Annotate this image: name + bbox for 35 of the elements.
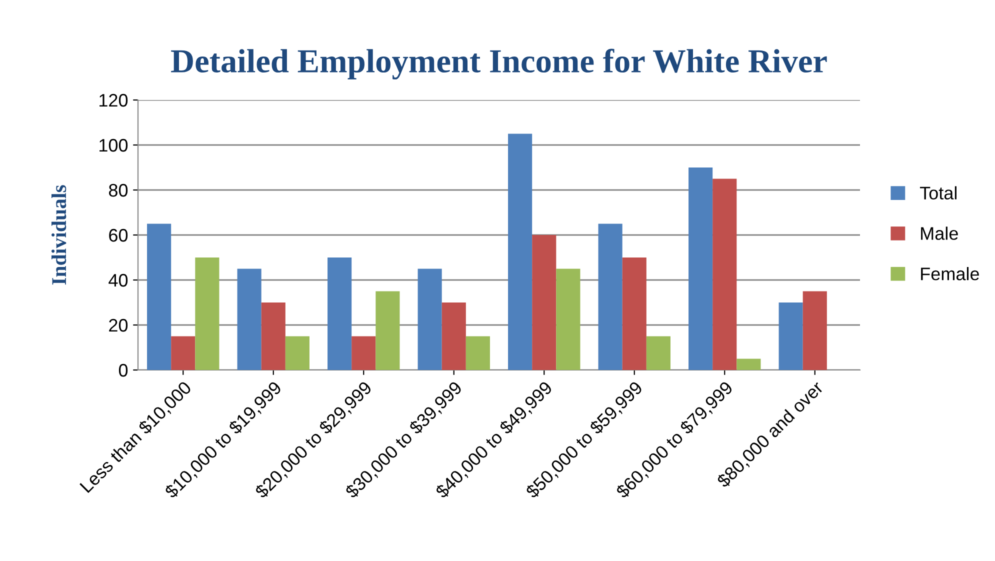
y-axis-title: Individuals xyxy=(51,185,66,285)
bar xyxy=(376,291,400,370)
bar xyxy=(285,336,310,370)
y-tick-label: 60 xyxy=(109,228,128,242)
bar xyxy=(352,336,376,370)
bar xyxy=(802,291,827,370)
y-tick-label: 100 xyxy=(100,138,128,152)
bar xyxy=(195,258,220,370)
bar xyxy=(532,235,556,370)
bar xyxy=(688,168,713,370)
bar xyxy=(171,336,196,370)
bar xyxy=(442,302,466,370)
bar xyxy=(237,268,262,370)
y-tick-label: 80 xyxy=(108,184,128,197)
legend-label: Total xyxy=(920,186,957,200)
bar xyxy=(736,358,761,370)
chart-title: Detailed Employment Income for White River xyxy=(171,48,827,80)
bar xyxy=(508,134,532,370)
legend-label: Female xyxy=(921,267,979,280)
y-tick-label: 20 xyxy=(109,318,128,332)
bar xyxy=(328,258,352,370)
bar xyxy=(147,224,172,370)
bar xyxy=(556,268,580,370)
bar xyxy=(712,178,737,370)
bar xyxy=(598,224,622,370)
bar xyxy=(622,258,646,370)
y-tick-label: 120 xyxy=(100,94,128,107)
bar xyxy=(646,336,670,370)
legend-label: Male xyxy=(921,226,958,240)
bar xyxy=(466,336,490,370)
bar xyxy=(261,302,286,370)
bar xyxy=(778,302,803,370)
y-tick-label: 40 xyxy=(108,274,128,287)
y-tick-label: 0 xyxy=(118,364,128,377)
bar xyxy=(418,268,442,370)
